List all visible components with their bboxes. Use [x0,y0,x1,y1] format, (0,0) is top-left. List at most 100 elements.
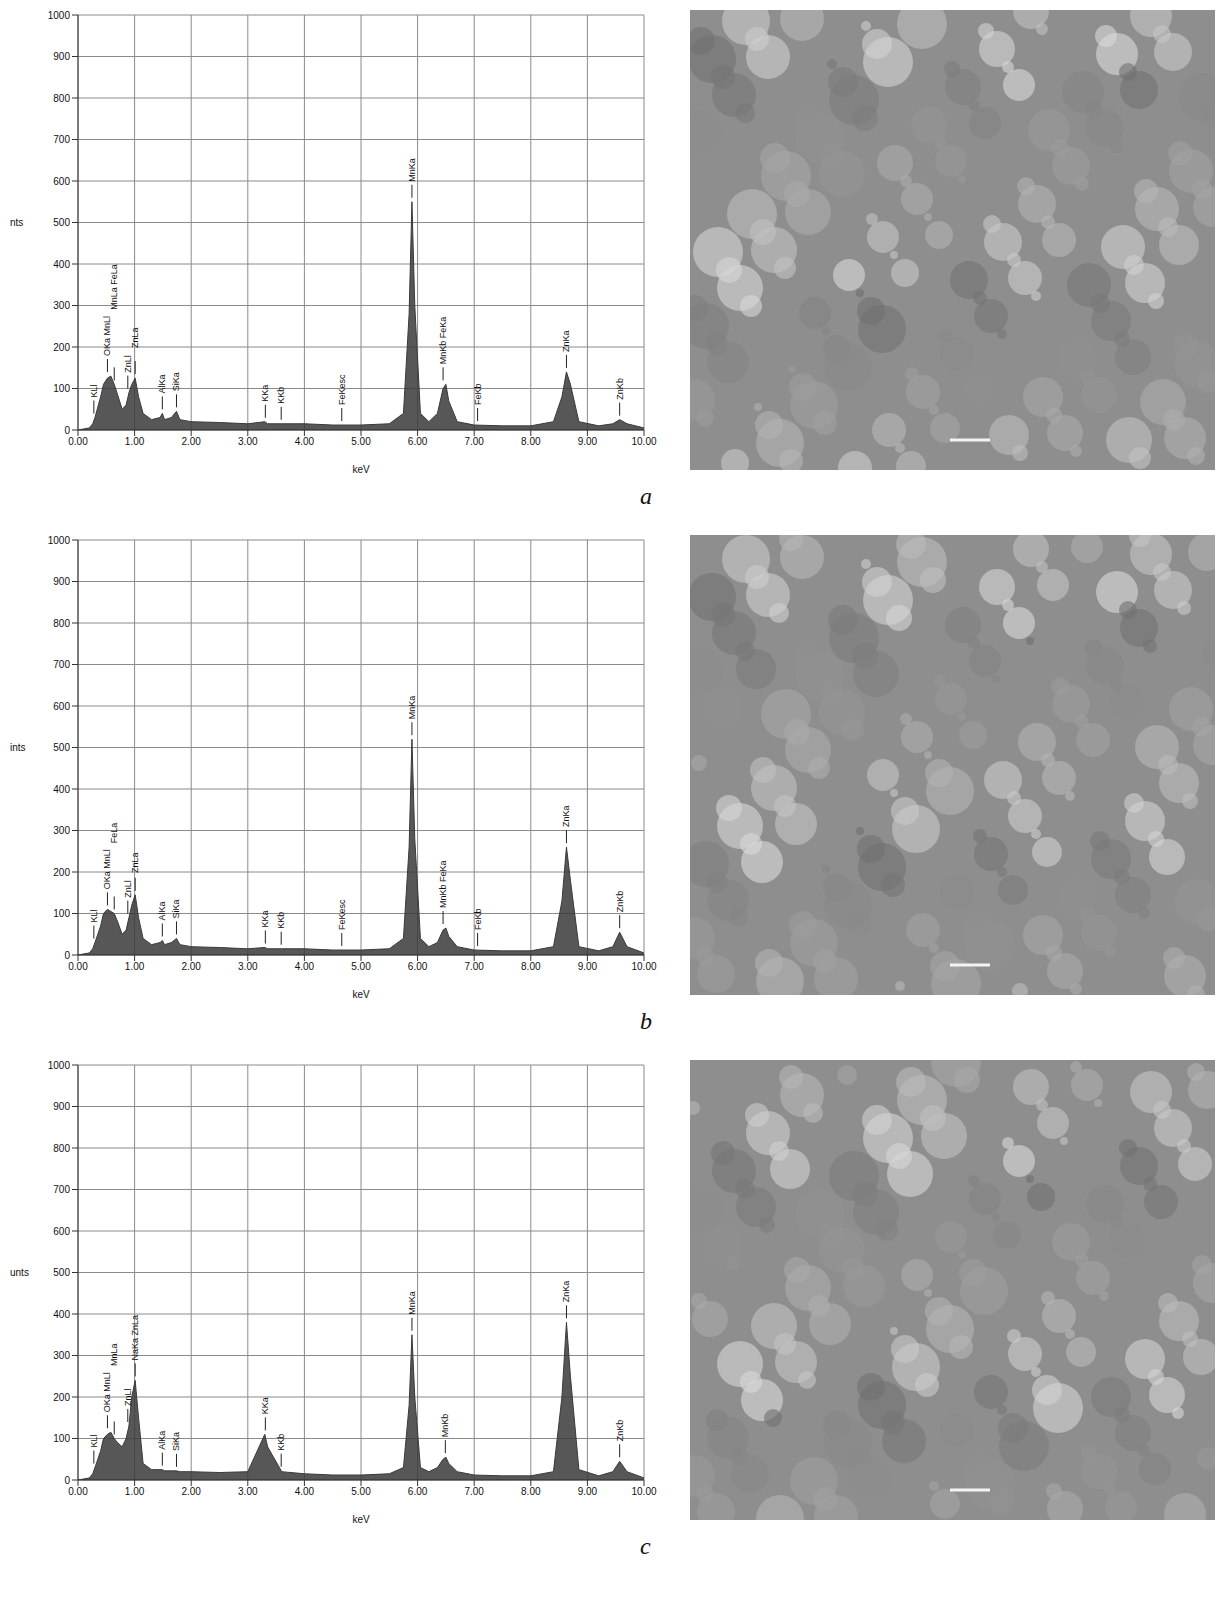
svg-text:600: 600 [53,1226,70,1237]
svg-text:1000: 1000 [48,535,71,546]
svg-text:9.00: 9.00 [578,961,598,972]
svg-text:6.00: 6.00 [408,961,428,972]
svg-text:KKa: KKa [260,1397,270,1414]
svg-text:400: 400 [53,1309,70,1320]
svg-text:ZnLl: ZnLl [123,880,133,898]
svg-text:1000: 1000 [48,1060,71,1071]
svg-text:8.00: 8.00 [521,961,541,972]
svg-text:1.00: 1.00 [125,436,145,447]
svg-text:KKa: KKa [260,385,270,402]
svg-text:200: 200 [53,867,70,878]
svg-text:4.00: 4.00 [295,436,315,447]
svg-text:400: 400 [53,784,70,795]
svg-text:200: 200 [53,1392,70,1403]
svg-text:10.00: 10.00 [631,436,656,447]
svg-text:400: 400 [53,259,70,270]
svg-text:600: 600 [53,176,70,187]
svg-text:500: 500 [53,1267,70,1278]
svg-text:MnKb FeKa: MnKb FeKa [438,860,448,908]
svg-text:800: 800 [53,93,70,104]
svg-text:2.00: 2.00 [181,961,201,972]
svg-text:KLl: KLl [89,1435,99,1448]
svg-text:300: 300 [53,825,70,836]
svg-text:MnKa: MnKa [407,1291,417,1315]
svg-text:900: 900 [53,1101,70,1112]
svg-text:keV: keV [352,989,370,1000]
svg-text:10.00: 10.00 [631,1486,656,1497]
svg-text:FeKesc: FeKesc [337,899,347,930]
svg-text:ZnLl: ZnLl [123,1389,133,1407]
svg-text:200: 200 [53,342,70,353]
svg-text:500: 500 [53,217,70,228]
svg-text:OKa MnLl: OKa MnLl [102,1372,112,1412]
svg-text:600: 600 [53,701,70,712]
svg-text:3.00: 3.00 [238,961,258,972]
svg-text:0.00: 0.00 [68,436,88,447]
svg-text:4.00: 4.00 [295,1486,315,1497]
svg-text:ZnLa: ZnLa [130,328,140,349]
svg-text:300: 300 [53,1350,70,1361]
svg-text:0.00: 0.00 [68,1486,88,1497]
svg-text:keV: keV [352,1514,370,1525]
svg-text:500: 500 [53,742,70,753]
svg-text:KLl: KLl [89,910,99,923]
svg-text:unts: unts [10,1267,29,1278]
svg-text:AlKa: AlKa [157,1431,167,1450]
svg-text:AlKa: AlKa [157,374,167,393]
svg-text:MnLa FeLa: MnLa FeLa [109,264,119,310]
svg-text:OKa MnLl: OKa MnLl [102,316,112,356]
svg-text:SiKa: SiKa [171,1432,181,1451]
svg-text:700: 700 [53,659,70,670]
svg-text:FeLa: FeLa [109,823,119,844]
svg-text:KKb: KKb [276,1434,286,1451]
svg-text:10.00: 10.00 [631,961,656,972]
svg-text:7.00: 7.00 [464,1486,484,1497]
svg-text:9.00: 9.00 [578,1486,598,1497]
svg-text:ZnKa: ZnKa [561,1281,571,1303]
svg-text:0: 0 [64,425,70,436]
svg-text:FeKesc: FeKesc [337,374,347,405]
svg-text:NaKa ZnLa: NaKa ZnLa [130,1315,140,1361]
svg-text:8.00: 8.00 [521,436,541,447]
svg-text:0: 0 [64,950,70,961]
svg-text:nts: nts [10,217,23,228]
svg-text:9.00: 9.00 [578,436,598,447]
svg-text:ZnKb: ZnKb [615,891,625,913]
svg-text:4.00: 4.00 [295,961,315,972]
svg-text:100: 100 [53,908,70,919]
svg-text:5.00: 5.00 [351,436,371,447]
svg-text:0.00: 0.00 [68,961,88,972]
svg-text:800: 800 [53,1143,70,1154]
svg-text:ZnKa: ZnKa [561,806,571,828]
svg-text:MnKb: MnKb [440,1414,450,1438]
svg-text:KKb: KKb [276,912,286,929]
svg-text:AlKa: AlKa [157,901,167,920]
svg-text:900: 900 [53,576,70,587]
svg-text:2.00: 2.00 [181,1486,201,1497]
svg-text:700: 700 [53,134,70,145]
svg-text:300: 300 [53,300,70,311]
svg-text:MnKb FeKa: MnKb FeKa [438,317,448,365]
svg-text:SiKa: SiKa [171,372,181,391]
svg-text:6.00: 6.00 [408,436,428,447]
svg-text:ZnKb: ZnKb [615,378,625,400]
svg-text:1.00: 1.00 [125,1486,145,1497]
svg-text:100: 100 [53,1433,70,1444]
svg-text:FeKb: FeKb [473,909,483,931]
svg-text:FeKb: FeKb [473,384,483,406]
svg-text:100: 100 [53,383,70,394]
svg-text:OKa MnLl: OKa MnLl [102,849,112,889]
svg-text:7.00: 7.00 [464,961,484,972]
svg-text:8.00: 8.00 [521,1486,541,1497]
svg-text:3.00: 3.00 [238,436,258,447]
svg-text:MnKa: MnKa [407,696,417,720]
svg-text:1.00: 1.00 [125,961,145,972]
svg-text:KKb: KKb [276,387,286,404]
svg-text:SiKa: SiKa [171,899,181,918]
svg-text:KLl: KLl [89,385,99,398]
svg-text:700: 700 [53,1184,70,1195]
svg-text:1000: 1000 [48,10,71,21]
svg-text:2.00: 2.00 [181,436,201,447]
svg-text:ZnLa: ZnLa [130,853,140,874]
svg-text:800: 800 [53,618,70,629]
